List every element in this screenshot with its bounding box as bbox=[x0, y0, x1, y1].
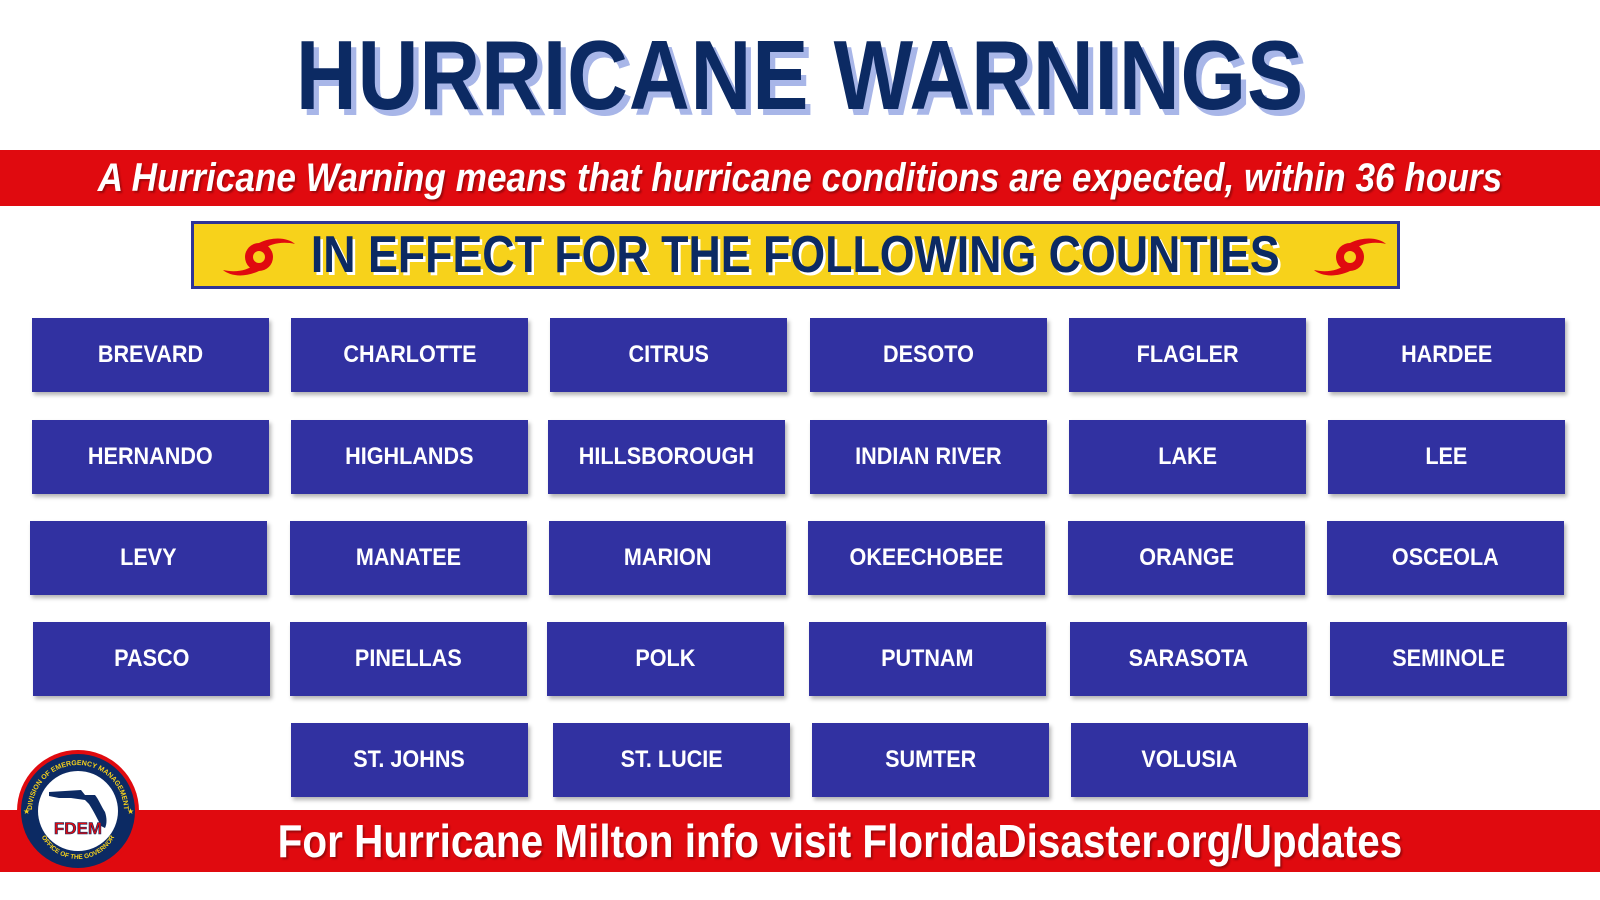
county-tile: PINELLAS bbox=[290, 622, 527, 696]
county-name: ST. JOHNS bbox=[353, 746, 466, 773]
county-name: PUTNAM bbox=[881, 645, 974, 672]
county-tile: VOLUSIA bbox=[1071, 723, 1308, 797]
county-tile: OKEECHOBEE bbox=[808, 521, 1045, 595]
county-tile: ORANGE bbox=[1068, 521, 1305, 595]
effect-banner: IN EFFECT FOR THE FOLLOWING COUNTIES bbox=[191, 221, 1400, 289]
effect-label: IN EFFECT FOR THE FOLLOWING COUNTIES bbox=[311, 226, 1280, 284]
svg-text:★: ★ bbox=[127, 807, 134, 816]
county-tile: DESOTO bbox=[810, 318, 1047, 392]
footer-band bbox=[0, 810, 1600, 872]
county-tile: PUTNAM bbox=[809, 622, 1046, 696]
county-tile: HIGHLANDS bbox=[291, 420, 528, 494]
county-name: SARASOTA bbox=[1128, 645, 1249, 672]
county-name: SEMINOLE bbox=[1392, 645, 1505, 672]
county-tile: HILLSBOROUGH bbox=[548, 420, 785, 494]
subtitle-text: A Hurricane Warning means that hurricane… bbox=[97, 155, 1503, 200]
county-name: FLAGLER bbox=[1136, 341, 1239, 368]
county-name: DESOTO bbox=[883, 341, 974, 368]
county-tile: MARION bbox=[549, 521, 786, 595]
county-tile: MANATEE bbox=[290, 521, 527, 595]
county-tile: BREVARD bbox=[32, 318, 269, 392]
county-tile: LEVY bbox=[30, 521, 267, 595]
county-name: HIGHLANDS bbox=[345, 443, 474, 470]
county-name: CHARLOTTE bbox=[342, 341, 477, 368]
county-name: HARDEE bbox=[1400, 341, 1493, 368]
hurricane-icon bbox=[223, 238, 295, 276]
svg-text:★: ★ bbox=[23, 807, 30, 816]
county-name: HILLSBOROUGH bbox=[578, 443, 755, 470]
county-tile: ST. JOHNS bbox=[291, 723, 528, 797]
county-name: ST. LUCIE bbox=[620, 746, 723, 773]
hurricane-icon bbox=[1314, 238, 1386, 276]
county-tile: CHARLOTTE bbox=[291, 318, 528, 392]
county-tile: SEMINOLE bbox=[1330, 622, 1567, 696]
county-name: OSCEOLA bbox=[1392, 544, 1499, 571]
county-tile: POLK bbox=[547, 622, 784, 696]
county-tile: HARDEE bbox=[1328, 318, 1565, 392]
fdem-seal-logo: DIVISION OF EMERGENCY MANAGEMENT OFFICE … bbox=[17, 750, 139, 872]
county-name: CITRUS bbox=[628, 341, 709, 368]
county-tile: INDIAN RIVER bbox=[810, 420, 1047, 494]
county-name: ORANGE bbox=[1139, 544, 1234, 571]
county-name: SUMTER bbox=[884, 746, 977, 773]
county-name: MANATEE bbox=[355, 544, 462, 571]
county-name: INDIAN RIVER bbox=[855, 443, 1002, 470]
footer-text: For Hurricane Milton info visit FloridaD… bbox=[140, 810, 1540, 872]
seal-abbr: FDEM bbox=[54, 819, 102, 838]
county-name: OKEECHOBEE bbox=[849, 544, 1004, 571]
county-name: VOLUSIA bbox=[1141, 746, 1238, 773]
county-tile: HERNANDO bbox=[32, 420, 269, 494]
county-tile: OSCEOLA bbox=[1327, 521, 1564, 595]
county-tile: CITRUS bbox=[550, 318, 787, 392]
county-tile: SARASOTA bbox=[1070, 622, 1307, 696]
county-name: POLK bbox=[635, 645, 696, 672]
county-name: LAKE bbox=[1158, 443, 1217, 470]
county-tile: PASCO bbox=[33, 622, 270, 696]
county-tile: SUMTER bbox=[812, 723, 1049, 797]
county-name: MARION bbox=[623, 544, 712, 571]
county-tile: LAKE bbox=[1069, 420, 1306, 494]
county-name: BREVARD bbox=[97, 341, 204, 368]
county-tile: FLAGLER bbox=[1069, 318, 1306, 392]
subtitle-band: A Hurricane Warning means that hurricane… bbox=[0, 150, 1600, 206]
county-tile: LEE bbox=[1328, 420, 1565, 494]
county-tile: ST. LUCIE bbox=[553, 723, 790, 797]
county-name: LEVY bbox=[120, 544, 177, 571]
county-name: PASCO bbox=[113, 645, 190, 672]
county-name: LEE bbox=[1425, 443, 1468, 470]
page-title: HURRICANE WARNINGS bbox=[295, 20, 1305, 130]
county-name: HERNANDO bbox=[88, 443, 213, 470]
footer-link-text: For Hurricane Milton info visit FloridaD… bbox=[277, 815, 1403, 867]
county-name: PINELLAS bbox=[355, 645, 462, 672]
